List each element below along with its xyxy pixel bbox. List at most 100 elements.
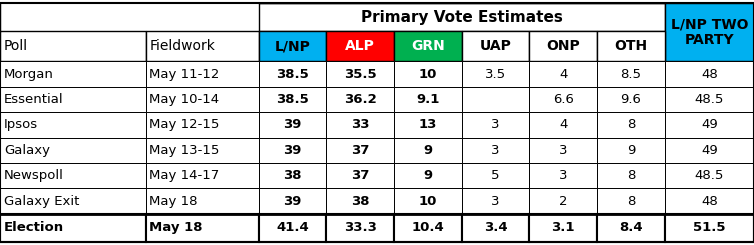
Text: May 12-15: May 12-15 (149, 118, 220, 131)
Text: UAP: UAP (480, 39, 511, 53)
Bar (529, 61, 597, 87)
Text: 39: 39 (284, 195, 302, 208)
Text: Galaxy: Galaxy (4, 144, 50, 157)
Bar (0, 188, 146, 214)
Bar (461, 188, 529, 214)
Bar (529, 188, 597, 214)
Text: May 10-14: May 10-14 (149, 93, 219, 106)
Text: 48.5: 48.5 (694, 93, 724, 106)
Text: 39: 39 (284, 144, 302, 157)
Text: 37: 37 (351, 169, 369, 182)
Bar (597, 188, 665, 214)
Text: 38.5: 38.5 (276, 68, 308, 81)
Text: 8.5: 8.5 (621, 68, 642, 81)
Bar (146, 31, 259, 61)
Bar (394, 61, 461, 87)
Bar (326, 214, 394, 242)
Text: GRN: GRN (411, 39, 445, 53)
Text: 3.1: 3.1 (551, 221, 575, 234)
Text: ALP: ALP (345, 39, 375, 53)
Text: 9.6: 9.6 (621, 93, 642, 106)
Text: 6.6: 6.6 (553, 93, 574, 106)
Bar (259, 163, 326, 188)
Bar (665, 3, 754, 61)
Text: 3: 3 (491, 144, 500, 157)
Bar (0, 137, 146, 163)
Text: 10: 10 (418, 68, 437, 81)
Text: 35.5: 35.5 (344, 68, 376, 81)
Bar (461, 137, 529, 163)
Bar (326, 87, 394, 112)
Text: 10: 10 (418, 195, 437, 208)
Bar (326, 137, 394, 163)
Bar (529, 112, 597, 137)
Bar (0, 87, 146, 112)
Bar (326, 163, 394, 188)
Text: 9: 9 (627, 144, 635, 157)
Bar (0, 214, 146, 242)
Text: 3: 3 (491, 195, 500, 208)
Bar (665, 214, 754, 242)
Text: 3.5: 3.5 (485, 68, 506, 81)
Bar (146, 163, 259, 188)
Text: Poll: Poll (4, 39, 28, 53)
Bar (394, 31, 461, 61)
Text: 38.5: 38.5 (276, 93, 308, 106)
Text: 9.1: 9.1 (416, 93, 440, 106)
Text: Newspoll: Newspoll (4, 169, 63, 182)
Text: 13: 13 (418, 118, 437, 131)
Bar (597, 87, 665, 112)
Text: 36.2: 36.2 (344, 93, 376, 106)
Bar (461, 214, 529, 242)
Bar (146, 3, 259, 31)
Bar (394, 137, 461, 163)
Text: 8: 8 (627, 195, 635, 208)
Bar (461, 163, 529, 188)
Bar (326, 112, 394, 137)
Text: 3.4: 3.4 (483, 221, 507, 234)
Text: 9: 9 (423, 144, 432, 157)
Bar (326, 188, 394, 214)
Text: Galaxy Exit: Galaxy Exit (4, 195, 79, 208)
Text: May 11-12: May 11-12 (149, 68, 220, 81)
Text: 3: 3 (559, 169, 568, 182)
Text: Morgan: Morgan (4, 68, 54, 81)
Bar (146, 214, 259, 242)
Text: ONP: ONP (547, 39, 580, 53)
Text: 3: 3 (491, 118, 500, 131)
Text: 38: 38 (351, 195, 369, 208)
Bar (665, 112, 754, 137)
Text: 4: 4 (559, 68, 567, 81)
Text: L/NP TWO
PARTY: L/NP TWO PARTY (670, 17, 748, 47)
Text: 41.4: 41.4 (276, 221, 308, 234)
Bar (259, 137, 326, 163)
Bar (0, 61, 146, 87)
Text: 8: 8 (627, 169, 635, 182)
Bar (0, 31, 146, 61)
Bar (597, 137, 665, 163)
Text: May 13-15: May 13-15 (149, 144, 220, 157)
Text: Primary Vote Estimates: Primary Vote Estimates (360, 10, 562, 25)
Bar (529, 214, 597, 242)
Bar (0, 163, 146, 188)
Bar (0, 3, 146, 31)
Bar (394, 188, 461, 214)
Text: OTH: OTH (615, 39, 648, 53)
Text: 37: 37 (351, 144, 369, 157)
Bar (146, 112, 259, 137)
Bar (259, 87, 326, 112)
Bar (146, 137, 259, 163)
Bar (0, 112, 146, 137)
Text: May 18: May 18 (149, 195, 198, 208)
Text: 49: 49 (701, 144, 718, 157)
Bar (665, 163, 754, 188)
Bar (259, 112, 326, 137)
Text: 33: 33 (351, 118, 369, 131)
Bar (665, 188, 754, 214)
Text: 33.3: 33.3 (344, 221, 376, 234)
Bar (461, 31, 529, 61)
Bar (597, 61, 665, 87)
Bar (259, 188, 326, 214)
Bar (394, 163, 461, 188)
Bar (146, 61, 259, 87)
